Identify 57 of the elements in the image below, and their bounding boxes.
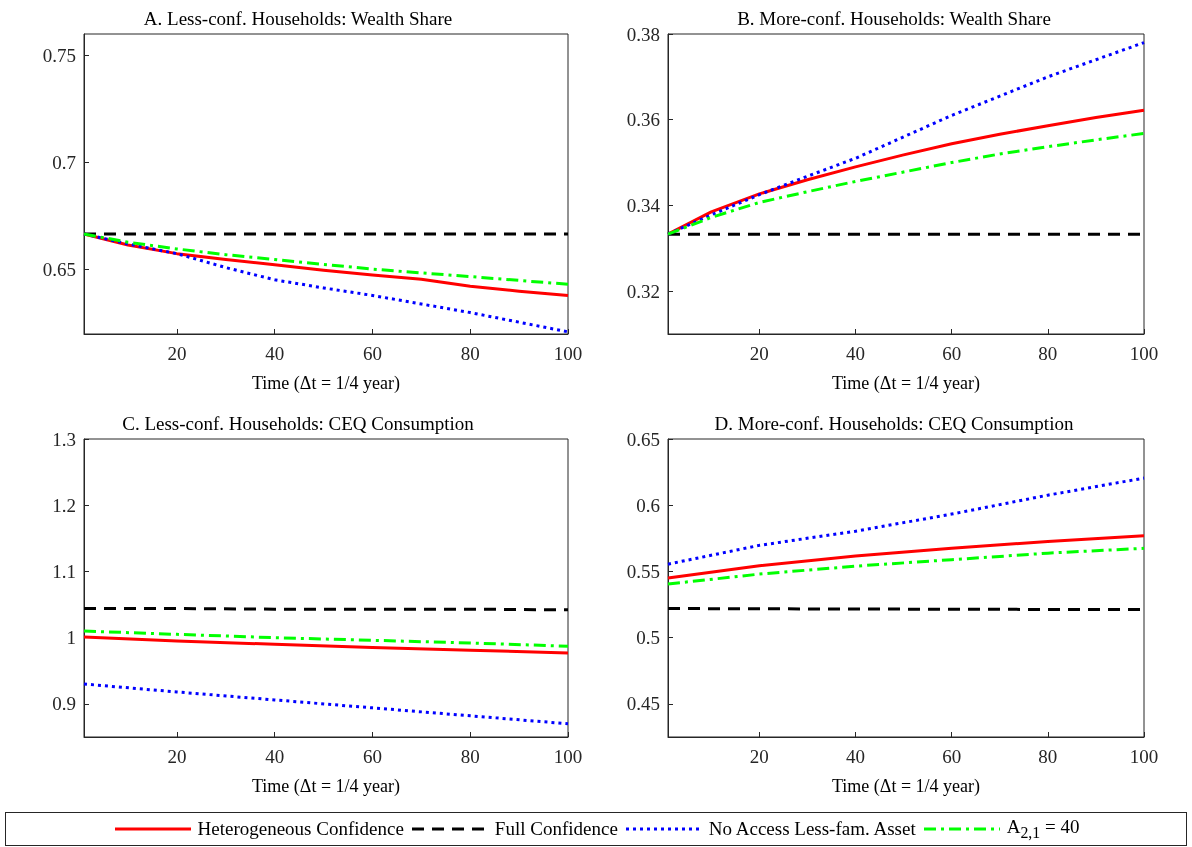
x-tick-label: 100 — [553, 746, 583, 767]
y-tick-label: 1.3 — [52, 428, 76, 450]
x-tick-label: 20 — [167, 746, 187, 767]
chart-title: A. Less-conf. Households: Wealth Share — [143, 8, 453, 29]
y-tick-label: 1.1 — [52, 560, 76, 582]
x-tick-label: 80 — [460, 746, 480, 767]
y-tick-label: 0.36 — [626, 109, 660, 131]
line-series — [82, 682, 570, 726]
y-tick-label: 0.55 — [626, 560, 660, 582]
line-series — [82, 635, 570, 655]
line-series — [82, 232, 570, 286]
y-tick-label: 0.7 — [52, 152, 76, 174]
y-tick-label: 0.65 — [626, 428, 660, 450]
line-series — [666, 546, 1146, 586]
x-tick-label: 60 — [942, 343, 962, 364]
legend-label: Heterogeneous Confidence — [197, 818, 404, 840]
legend-label: No Access Less-fam. Asset — [708, 818, 916, 840]
x-tick-label: 60 — [942, 746, 962, 767]
legend-label: A$_{2,1}$ = 40 — [1006, 816, 1080, 842]
x-tick-label: 80 — [1038, 746, 1058, 767]
x-axis-title: Time (Δt = 1/4 year) — [251, 373, 401, 394]
chart-title: C. Less-conf. Households: CEQ Consumption — [122, 413, 475, 434]
x-tick-label: 80 — [1038, 343, 1058, 364]
y-tick-label: 0.38 — [626, 23, 660, 45]
line-series — [82, 629, 570, 648]
x-tick-label: 40 — [265, 746, 285, 767]
x-axis-title: Time (Δt = 1/4 year) — [831, 373, 981, 394]
x-tick-label: 20 — [749, 343, 769, 364]
y-tick-label: 0.9 — [52, 693, 76, 715]
x-tick-label: 40 — [265, 343, 285, 364]
x-tick-label: 40 — [846, 746, 866, 767]
x-tick-label: 80 — [460, 343, 480, 364]
x-axis-title: Time (Δt = 1/4 year) — [251, 776, 401, 797]
y-tick-label: 0.45 — [626, 693, 660, 715]
x-tick-label: 20 — [167, 343, 187, 364]
line-series — [666, 534, 1146, 580]
line-series — [666, 476, 1146, 566]
line-series — [666, 131, 1146, 236]
x-tick-label: 100 — [1129, 343, 1159, 364]
x-tick-label: 100 — [553, 343, 583, 364]
x-axis-title: Time (Δt = 1/4 year) — [831, 776, 981, 797]
chart-title: B. More-conf. Households: Wealth Share — [737, 8, 1051, 29]
legend-label: Full Confidence — [494, 818, 618, 840]
y-tick-label: 0.34 — [626, 194, 661, 216]
y-tick-label: 0.32 — [626, 280, 660, 302]
y-tick-label: 0.75 — [42, 44, 76, 66]
y-tick-label: 0.6 — [636, 494, 660, 516]
x-tick-label: 100 — [1129, 746, 1159, 767]
x-tick-label: 20 — [749, 746, 769, 767]
x-tick-label: 40 — [846, 343, 866, 364]
chart-title: D. More-conf. Households: CEQ Consumption — [714, 413, 1074, 434]
y-tick-label: 1.2 — [52, 494, 76, 516]
x-tick-label: 60 — [362, 746, 382, 767]
y-tick-label: 1 — [66, 627, 76, 649]
y-tick-label: 0.5 — [636, 627, 660, 649]
x-tick-label: 60 — [362, 343, 382, 364]
y-tick-label: 0.65 — [42, 259, 76, 281]
